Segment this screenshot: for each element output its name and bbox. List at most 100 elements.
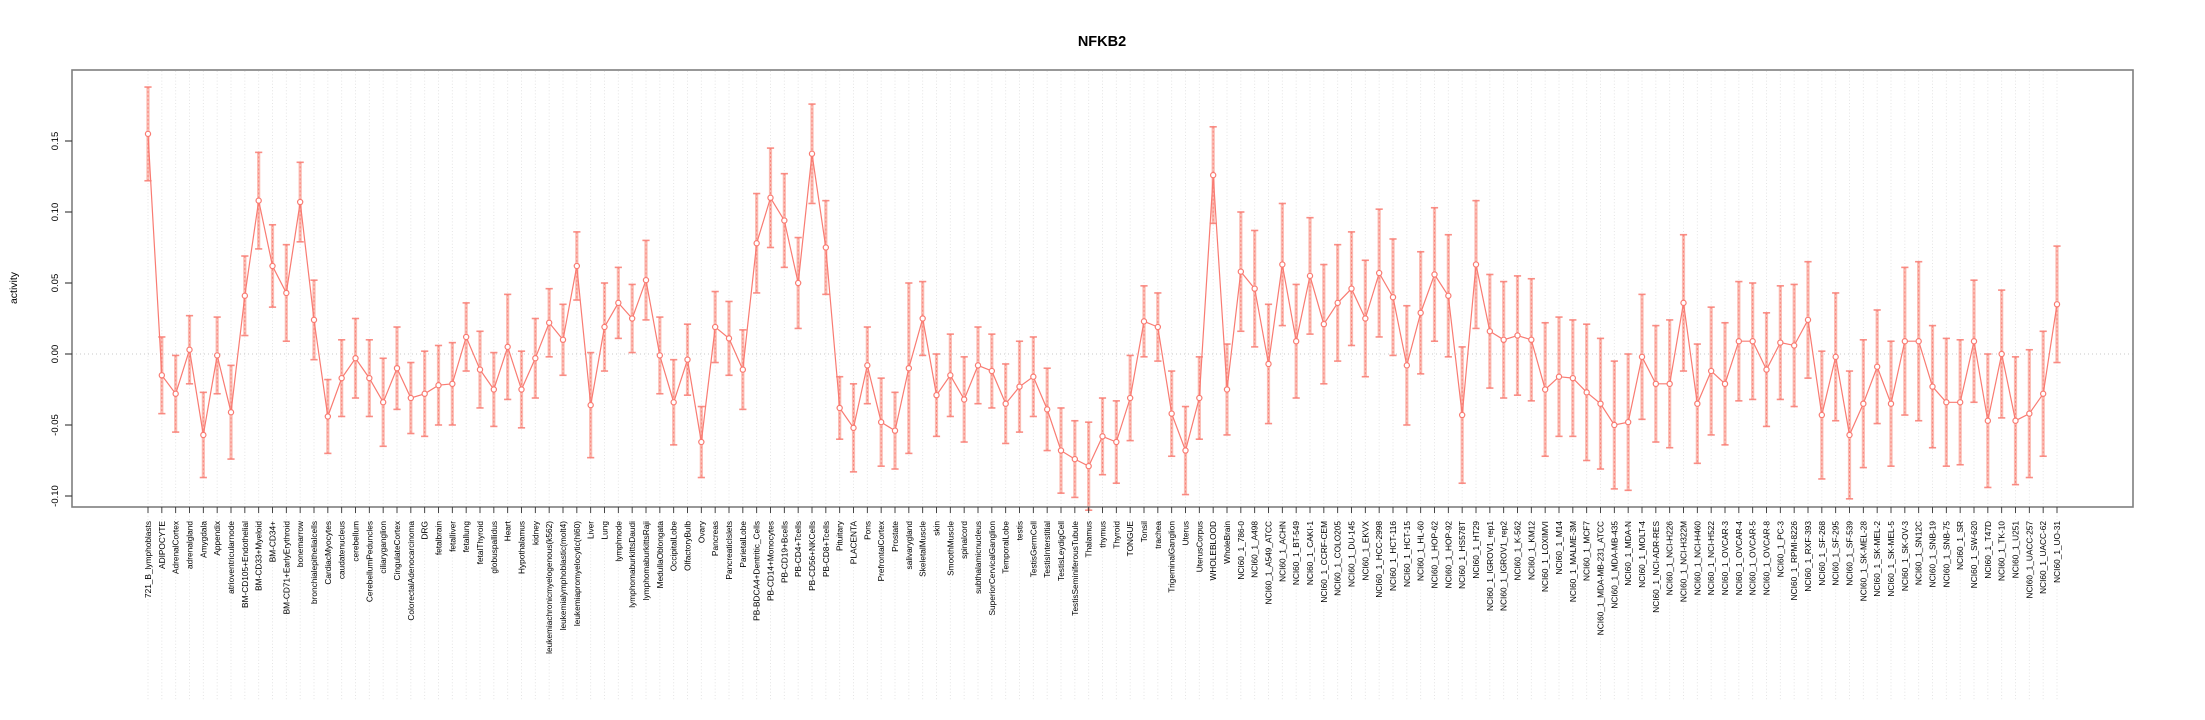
data-point-marker: [850, 424, 857, 432]
data-point-marker: [144, 130, 152, 138]
data-point-marker: [1528, 336, 1535, 343]
x-tick-label: NCI60_1_HCT-116: [1388, 521, 1398, 591]
x-tick-label: NCI60_1_RXF-393: [1803, 521, 1813, 592]
y-axis-label: activity: [8, 271, 20, 304]
x-tick-label: CingulateCortex: [392, 520, 402, 580]
x-tick-label: lymphomaburkittsDaudi: [627, 521, 637, 608]
x-tick-label: NCI60_1_KM12: [1526, 521, 1536, 580]
data-point-marker: [1168, 410, 1175, 417]
x-tick-label: atrioventricularnode: [226, 521, 236, 594]
x-tick-label: NCI60_1_786-0: [1236, 521, 1246, 580]
data-point-marker: [504, 343, 511, 351]
x-tick-label: SmoothMuscle: [945, 521, 955, 576]
x-tick-label: PrefrontalCortex: [876, 520, 886, 581]
x-tick-label: NCI60_1_TK-10: [1997, 521, 2007, 581]
x-tick-label: lymphomaburkittsRaji: [641, 521, 651, 600]
data-point-marker: [822, 244, 830, 251]
data-point-marker: [753, 240, 760, 247]
x-tick-label: NCI60_1_BT-549: [1291, 521, 1301, 585]
data-point-marker: [1818, 411, 1826, 419]
data-point-marker: [573, 262, 581, 270]
x-tick-label: TemporalLobe: [1001, 521, 1011, 574]
data-point-marker: [1611, 421, 1618, 429]
x-tick-label: NCI60_1_MOLT-4: [1637, 521, 1647, 588]
x-tick-label: PB-CD8+Tcells: [821, 521, 831, 577]
data-point-marker: [864, 362, 871, 369]
data-point-marker: [1099, 433, 1106, 440]
x-tick-label: Ovary: [696, 520, 706, 543]
x-tick-label: leukemiachronicmyelogenous(k562): [544, 521, 554, 654]
x-tick-label: Appendix: [212, 520, 222, 555]
x-tick-label: Uterus: [1181, 521, 1191, 545]
x-tick-label: NCI60_1_PC-3: [1775, 521, 1785, 578]
data-point-marker: [1638, 353, 1646, 361]
x-tick-label: BM-CD33+Myeloid: [254, 521, 264, 591]
x-tick-label: bronchialepithelialcells: [309, 521, 319, 604]
x-tick-label: NCI60_1_NCI-H226: [1665, 521, 1675, 596]
x-tick-label: NCI60_1_SK-MEL-28: [1858, 521, 1868, 602]
x-tick-label: Pancreas: [710, 521, 720, 556]
x-tick-label: skin: [932, 521, 942, 536]
data-point-marker: [2039, 390, 2047, 397]
y-tick-label: -0.10: [50, 485, 61, 507]
data-point-marker: [1140, 318, 1148, 325]
data-point-marker: [1431, 271, 1438, 278]
data-point-marker: [1126, 394, 1134, 402]
data-point-marker: [1597, 400, 1604, 407]
x-tick-label: NCI60_1_U251: [2011, 521, 2021, 579]
data-point-marker: [1182, 447, 1189, 454]
data-point-marker: [1846, 431, 1853, 439]
x-tick-label: SuperiorCervicalGanglion: [987, 521, 997, 616]
data-point-marker: [1209, 171, 1217, 179]
data-point-marker: [366, 374, 373, 382]
data-point-marker: [269, 262, 276, 270]
data-point-marker: [1057, 447, 1065, 454]
data-point-marker: [947, 372, 954, 379]
x-tick-label: 721_B_lymphoblasts: [143, 521, 153, 598]
x-tick-label: Heart: [503, 520, 513, 541]
data-point-marker: [684, 356, 691, 363]
data-point-marker: [1666, 380, 1673, 388]
x-tick-label: NCI60_1_NCI-ADR-RES: [1651, 521, 1661, 613]
x-tick-label: Thyroid: [1111, 521, 1121, 549]
x-tick-label: NCI60_1_SF-268: [1817, 521, 1827, 586]
data-point-marker: [1804, 316, 1812, 324]
data-point-marker: [601, 323, 608, 331]
x-tick-label: fetalliver: [447, 521, 457, 552]
data-point-marker: [1292, 338, 1300, 345]
data-point-marker: [1334, 299, 1341, 307]
x-tick-label: NCI60_1_SNB-75: [1941, 521, 1951, 588]
x-tick-label: NCI60_1_SW-620: [1969, 521, 1979, 589]
data-point-marker: [1569, 374, 1577, 382]
data-point-marker: [642, 276, 650, 284]
x-tick-label: TestisLeydigCell: [1056, 521, 1066, 581]
data-point-marker: [1998, 350, 2005, 358]
data-point-marker: [1071, 455, 1079, 463]
data-point-marker: [449, 380, 456, 388]
data-point-marker: [1929, 383, 1936, 390]
data-point-marker: [1694, 400, 1701, 407]
x-tick-label: Thalamus: [1084, 521, 1094, 557]
data-point-marker: [324, 413, 332, 420]
data-point-marker: [421, 390, 428, 397]
x-tick-label: NCI60_1_T47D: [1983, 521, 1993, 579]
x-tick-label: Hypothalamus: [517, 521, 527, 574]
data-point-marker: [1417, 309, 1424, 317]
data-point-marker: [1541, 386, 1549, 393]
data-point-marker: [1915, 338, 1922, 345]
data-point-marker: [1445, 292, 1452, 299]
data-point-marker: [711, 323, 719, 331]
data-point-marker: [628, 315, 636, 322]
data-point-marker: [407, 394, 415, 402]
data-point-marker: [462, 333, 470, 341]
x-tick-label: NCI60_1_A498: [1250, 521, 1260, 578]
x-tick-label: NCI60_1_HCT-15: [1402, 521, 1412, 587]
x-tick-label: NCI60_1_RPMI-8226: [1789, 521, 1799, 601]
x-tick-label: leukemialymphoblastic(molt4): [558, 521, 568, 631]
x-tick-label: BM-CD105+Endothelial: [240, 521, 250, 608]
data-point-marker: [1860, 400, 1867, 407]
x-tick-label: ParietalLobe: [738, 521, 748, 568]
x-tick-label: ciliaryganglion: [378, 521, 388, 574]
